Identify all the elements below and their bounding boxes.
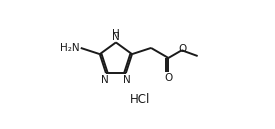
Text: H: H <box>112 29 120 39</box>
Text: HCl: HCl <box>130 93 151 106</box>
Text: N: N <box>123 75 131 85</box>
Text: N: N <box>101 75 109 85</box>
Text: H₂N: H₂N <box>60 43 79 53</box>
Text: O: O <box>164 73 172 83</box>
Text: N: N <box>112 32 120 42</box>
Text: O: O <box>178 45 187 54</box>
